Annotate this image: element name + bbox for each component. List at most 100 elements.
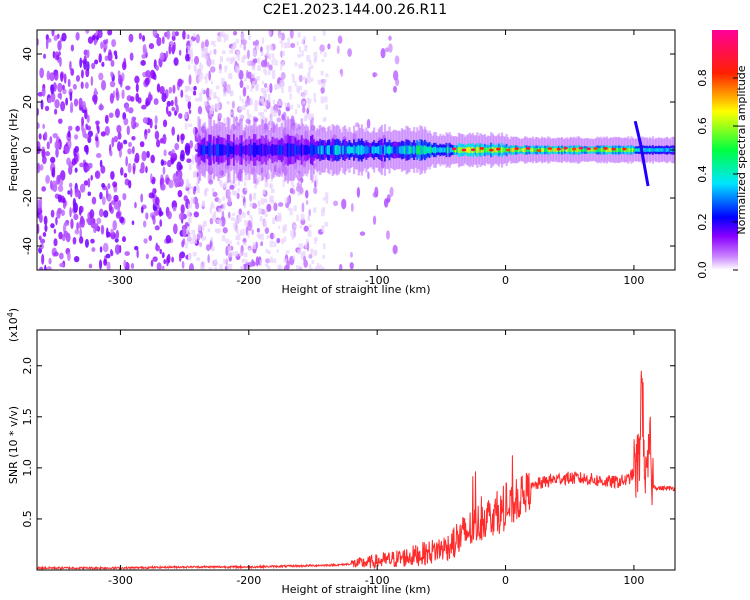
heatmap-feature [633,120,650,187]
heatmap-cell [66,251,71,262]
heatmap-cell [171,30,176,37]
heatmap-cell [46,70,51,81]
heatmap-cell [506,148,511,152]
heatmap-cell [226,263,231,270]
heatmap-cell [229,111,233,115]
heatmap-cell [219,184,223,188]
heatmap-cell [631,148,635,152]
heatmap-cell [102,242,109,253]
heatmap-cell [74,145,80,153]
heatmap-cell [238,252,243,256]
heatmap-cell [314,146,317,154]
heatmap-cell [249,193,253,202]
heatmap-cell [239,43,242,48]
heatmap-cell [39,164,44,171]
heatmap-cell [302,250,306,255]
heatmap-cell [37,91,43,97]
heatmap-cell [261,98,265,104]
heatmap-cell [267,93,271,100]
heatmap-cell [42,231,47,237]
heatmap-cell [126,125,130,136]
heatmap-cell [280,64,283,71]
heatmap-cell [187,218,191,224]
snr-y-label: SNR (10 * v/v) [7,406,20,484]
heatmap-cell [324,221,328,227]
heatmap-cell [251,229,254,235]
spectrogram-x-tick-label: -300 [108,274,133,287]
heatmap-cell [302,106,306,114]
heatmap-cell [145,100,149,107]
heatmap-cell [238,69,244,80]
heatmap-cell [316,145,319,155]
heatmap-cell [291,73,295,78]
heatmap-cell [229,240,232,245]
heatmap-cell [198,241,203,248]
heatmap-cell [207,174,210,182]
heatmap-cell [264,213,268,218]
heatmap-cell [625,148,628,152]
heatmap-cell [585,148,588,152]
snr-y-tick-label: 2.0 [21,357,34,375]
heatmap-cell [181,260,185,269]
heatmap-cell [159,248,163,255]
heatmap-cell [504,147,507,153]
heatmap-cell [205,73,209,77]
heatmap-cell [413,145,416,155]
heatmap-cell [85,123,89,130]
heatmap-cell [66,157,71,166]
heatmap-cell [238,106,242,110]
heatmap-cell [79,57,83,69]
heatmap-cell [594,148,598,152]
heatmap-cell [261,37,265,44]
heatmap-cell [269,145,273,155]
heatmap-cell [80,81,84,89]
heatmap-cell [393,85,397,93]
heatmap-cell [76,221,79,231]
heatmap-cell [227,87,230,92]
heatmap-cell [178,49,182,56]
heatmap-cell [112,220,118,231]
heatmap-cell [511,148,514,152]
heatmap-cell [90,76,94,86]
heatmap-cell [385,146,388,154]
heatmap-cell [57,82,63,93]
heatmap-cell [87,177,91,188]
heatmap-cell [283,143,286,157]
heatmap-cell [393,70,399,81]
heatmap-cell [84,109,88,120]
heatmap-cell [210,41,214,46]
heatmap-cell [241,195,245,199]
spectrogram-y-tick-label: 40 [21,47,34,61]
heatmap-cell [254,39,259,46]
heatmap-cell [627,147,630,153]
heatmap-cell [197,142,200,158]
heatmap-cell [219,144,222,156]
heatmap-cell [90,217,96,229]
heatmap-cell [194,143,199,150]
heatmap-cell [73,213,79,221]
heatmap-cell [41,186,47,192]
heatmap-cell [229,49,234,54]
heatmap-cell [260,88,264,93]
heatmap-cell [322,266,325,270]
heatmap-cell [145,253,149,260]
heatmap-cell [237,188,241,192]
heatmap-cell [38,235,42,241]
heatmap-cell [260,198,265,205]
heatmap-cell [304,243,308,248]
heatmap-cell [113,135,119,143]
heatmap-cell [218,228,222,233]
heatmap-cell [349,251,353,258]
heatmap-cell [214,258,218,266]
heatmap-cell [171,106,176,112]
heatmap-cell [171,126,175,136]
colorbar-ticks: 0.0 0.2 0.4 0.6 0.8 [696,69,738,279]
heatmap-cell [152,30,158,38]
heatmap-cell [213,92,217,98]
heatmap-cell [634,148,638,152]
spectrogram-x-tick-label: -200 [236,274,261,287]
heatmap-cell [654,148,658,152]
heatmap-cell [79,183,86,193]
heatmap-cell [301,39,304,44]
heatmap-cell [53,35,58,41]
